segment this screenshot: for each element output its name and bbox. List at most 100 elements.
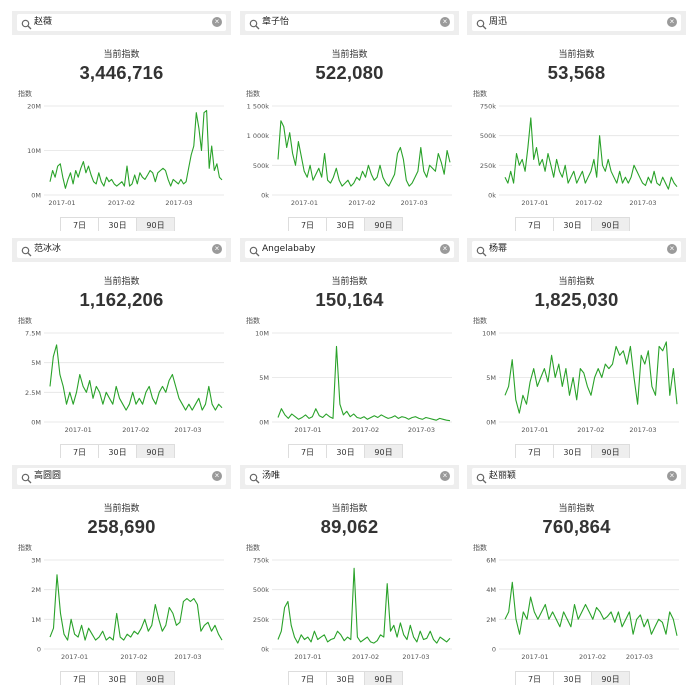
clear-icon[interactable]: × (440, 244, 450, 254)
tab-range[interactable]: 7日 (60, 671, 99, 685)
search-icon (249, 244, 260, 257)
tab-range[interactable]: 7日 (288, 217, 327, 231)
index-label: 当前指数 (103, 50, 140, 60)
tab-range[interactable]: 30日 (553, 671, 592, 685)
index-label: 当前指数 (331, 504, 368, 514)
search-input[interactable]: 赵丽颖 × (472, 468, 681, 485)
search-bar: 高圆圆 × (12, 465, 231, 489)
tab-range[interactable]: 30日 (98, 671, 137, 685)
tab-range[interactable]: 7日 (515, 444, 554, 458)
index-series-line (49, 574, 223, 641)
x-tick-label: 2017-03 (408, 426, 435, 434)
y-tick-label: 7.5M (25, 330, 41, 338)
x-tick-label: 2017-02 (577, 426, 604, 434)
tab-range[interactable]: 7日 (288, 671, 327, 685)
search-input[interactable]: 杨幂 × (472, 241, 681, 258)
clear-icon[interactable]: × (667, 244, 677, 254)
clear-icon[interactable]: × (667, 17, 677, 27)
y-tick-label: 500k (253, 162, 269, 170)
index-value: 1,825,030 (534, 289, 619, 310)
tab-range[interactable]: 90日 (591, 444, 630, 458)
x-tick-label: 2017-03 (629, 426, 656, 434)
y-tick-label: 20M (27, 103, 41, 111)
x-tick-label: 2017-01 (48, 199, 75, 207)
x-tick-label: 2017-02 (122, 426, 149, 434)
index-series-line (277, 567, 451, 644)
index-panel: 赵薇 × 当前指数 3,446,716 指数 0M 10M 20M 2017-01 2017-02… (12, 11, 231, 231)
x-tick-label: 2017-03 (174, 426, 201, 434)
search-input[interactable]: 章子怡 × (245, 14, 454, 31)
x-tick-label: 2017-03 (401, 199, 428, 207)
index-chart: 指数 0M 10M 20M 2017-01 2017-02 2017-03 (18, 89, 224, 207)
index-chart: 指数 0k 250k 500k 750k 2017-01 2017-02 2017-03 (473, 89, 679, 207)
search-input[interactable]: 高圆圆 × (17, 468, 226, 485)
y-tick-label: 10M (27, 147, 41, 155)
index-label: 当前指数 (558, 504, 595, 514)
clear-icon[interactable]: × (212, 244, 222, 254)
clear-icon[interactable]: × (212, 471, 222, 481)
tab-range[interactable]: 90日 (136, 444, 175, 458)
x-tick-label: 2017-01 (61, 653, 88, 661)
tab-range[interactable]: 7日 (60, 217, 99, 231)
clear-icon[interactable]: × (212, 17, 222, 27)
x-tick-label: 2017-01 (521, 199, 548, 207)
tab-range[interactable]: 90日 (364, 217, 403, 231)
search-query: 高圆圆 (34, 471, 62, 481)
index-value: 150,164 (315, 289, 384, 310)
tab-range[interactable]: 90日 (591, 671, 630, 685)
tab-range[interactable]: 30日 (553, 444, 592, 458)
y-tick-label: 1 500k (247, 103, 270, 111)
y-tick-label: 1M (31, 616, 41, 624)
search-input[interactable]: 汤唯 × (245, 468, 454, 485)
index-chart: 指数 0M 5M 10M 2017-01 2017-02 2017-03 (246, 316, 452, 434)
tab-range[interactable]: 90日 (364, 671, 403, 685)
search-bar: 赵薇 × (12, 11, 231, 35)
search-input[interactable]: 范冰冰 × (17, 241, 226, 258)
search-bar: 赵丽颖 × (467, 465, 686, 489)
tab-range[interactable]: 90日 (364, 444, 403, 458)
index-series-line (49, 344, 223, 411)
tab-range[interactable]: 90日 (591, 217, 630, 231)
y-tick-label: 750k (253, 557, 269, 565)
index-value: 89,062 (320, 516, 379, 537)
y-tick-label: 0k (261, 192, 269, 200)
search-icon (249, 17, 260, 30)
index-chart: 指数 0k 500k 1 000k 1 500k 2017-01 2017-02 2017-0… (246, 89, 452, 207)
tab-range[interactable]: 30日 (326, 444, 365, 458)
clear-icon[interactable]: × (440, 471, 450, 481)
tab-range[interactable]: 7日 (60, 444, 99, 458)
tab-range[interactable]: 7日 (515, 217, 554, 231)
tab-range[interactable]: 7日 (515, 671, 554, 685)
y-tick-label: 3M (31, 557, 41, 565)
tab-range[interactable]: 90日 (136, 217, 175, 231)
y-axis-label: 指数 (246, 316, 260, 325)
index-label: 当前指数 (331, 277, 368, 287)
index-panel: 周迅 × 当前指数 53,568 指数 0k 250k 500k 750k 2017-01 2017… (467, 11, 686, 231)
search-query: 章子怡 (262, 17, 290, 27)
index-series-line (277, 345, 451, 422)
clear-icon[interactable]: × (440, 17, 450, 27)
search-input[interactable]: Angelababy × (245, 241, 454, 258)
tab-range[interactable]: 90日 (136, 671, 175, 685)
tab-range[interactable]: 30日 (553, 217, 592, 231)
tab-range[interactable]: 30日 (98, 217, 137, 231)
index-label: 当前指数 (103, 504, 140, 514)
x-tick-label: 2017-03 (629, 199, 656, 207)
y-axis-label: 指数 (246, 543, 260, 552)
tab-range[interactable]: 30日 (98, 444, 137, 458)
search-input[interactable]: 赵薇 × (17, 14, 226, 31)
index-chart: 指数 0 1M 2M 3M 2017-01 2017-02 2017-03 (18, 543, 224, 661)
search-query: 汤唯 (262, 471, 281, 481)
search-icon (476, 244, 487, 257)
y-tick-label: 2.5M (25, 389, 41, 397)
search-input[interactable]: 周迅 × (472, 14, 681, 31)
search-bar: 杨幂 × (467, 238, 686, 262)
tab-range[interactable]: 7日 (288, 444, 327, 458)
clear-icon[interactable]: × (667, 471, 677, 481)
tab-range[interactable]: 30日 (326, 671, 365, 685)
index-value: 53,568 (547, 62, 606, 83)
y-tick-label: 0M (31, 192, 41, 200)
search-icon (476, 17, 487, 30)
tab-range[interactable]: 30日 (326, 217, 365, 231)
